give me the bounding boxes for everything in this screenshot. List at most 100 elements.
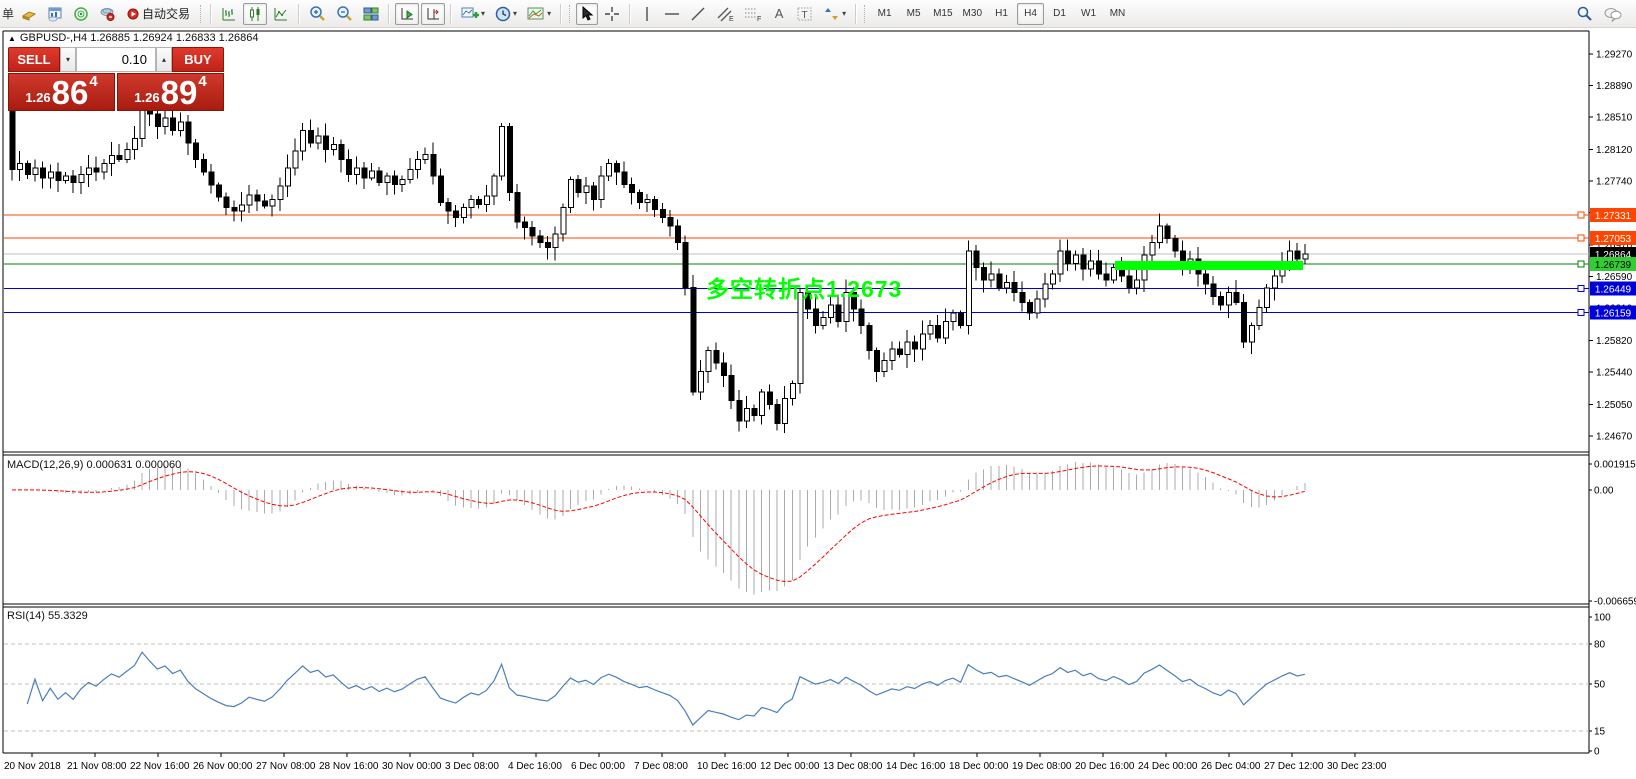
candle-body: [705, 350, 712, 372]
arrows-icon: [825, 7, 839, 20]
timeframe-m5-button[interactable]: M5: [906, 8, 921, 19]
timeframe-w1-button[interactable]: W1: [1081, 8, 1096, 19]
chart-area[interactable]: 1.29270 1.28890 1.28510 1.28120 1.27740 1.273…: [0, 28, 1636, 779]
text-label-button[interactable]: T: [792, 3, 818, 25]
macd-tick-label: 0.001915: [1594, 460, 1636, 471]
candle-body: [40, 167, 47, 179]
candle-body: [445, 202, 452, 212]
time-axis-label[interactable]: 20 Dec 16:00: [1075, 761, 1135, 772]
time-axis-label[interactable]: 7 Dec 08:00: [634, 761, 688, 772]
price-level-chip-label: 1.26159: [1595, 308, 1632, 319]
candle-body: [935, 325, 942, 339]
time-axis-label[interactable]: 10 Dec 16:00: [697, 761, 757, 772]
time-axis-label[interactable]: 20 Nov 2018: [4, 761, 61, 772]
time-axis-label[interactable]: 24 Dec 00:00: [1138, 761, 1198, 772]
chart-window-button[interactable]: [43, 3, 67, 25]
time-axis-label[interactable]: 13 Dec 08:00: [823, 761, 883, 772]
time-axis-label[interactable]: 12 Dec 00:00: [760, 761, 820, 772]
buy-button[interactable]: BUY: [172, 47, 224, 72]
volume-increase-button[interactable]: ▴: [156, 47, 172, 72]
time-axis-label[interactable]: 26 Dec 04:00: [1201, 761, 1261, 772]
crosshair-button[interactable]: [600, 3, 624, 25]
candle-body: [1080, 254, 1087, 270]
time-axis-label[interactable]: 28 Nov 16:00: [319, 761, 379, 772]
toolbar-right-group: [1571, 3, 1634, 25]
equidistant-channel-button[interactable]: E: [712, 3, 738, 25]
new-order-button[interactable]: [17, 3, 41, 25]
time-axis-label[interactable]: 4 Dec 16:00: [508, 761, 562, 772]
timeframe-m15-button[interactable]: M15: [933, 8, 953, 19]
expert-advisors-button[interactable]: [95, 3, 119, 25]
templates-button[interactable]: ▾: [523, 3, 555, 25]
candle-body: [1264, 287, 1271, 308]
time-axis-label[interactable]: 21 Nov 08:00: [67, 761, 127, 772]
auto-scroll-button[interactable]: [395, 2, 420, 25]
signal-icon: [74, 6, 88, 21]
volume-decrease-button[interactable]: ▾: [60, 47, 76, 72]
time-axis-label[interactable]: 27 Dec 12:00: [1264, 761, 1324, 772]
timeframe-mn-button[interactable]: MN: [1109, 8, 1126, 19]
chart-shift-icon: [427, 7, 440, 19]
highlight-level-bar[interactable]: [1115, 260, 1303, 270]
zoom-in-button[interactable]: [305, 3, 330, 25]
vertical-line-button[interactable]: [636, 3, 658, 25]
time-axis-label[interactable]: 14 Dec 16:00: [886, 761, 946, 772]
signals-button[interactable]: [69, 3, 93, 25]
time-axis-label[interactable]: 3 Dec 08:00: [445, 761, 499, 772]
time-axis-label[interactable]: 30 Nov 00:00: [382, 761, 442, 772]
cursor-button[interactable]: [576, 2, 599, 25]
timeframe-h1-button[interactable]: H1: [995, 8, 1008, 19]
candle-body: [193, 142, 200, 160]
rsi-line[interactable]: [26, 651, 1305, 726]
time-axis-label[interactable]: 18 Dec 00:00: [949, 761, 1009, 772]
zoom-out-button[interactable]: [332, 3, 357, 25]
fibonacci-button[interactable]: F: [740, 3, 766, 25]
candle-body: [414, 158, 421, 170]
time-axis-label[interactable]: 30 Dec 23:00: [1327, 761, 1387, 772]
time-axis-label[interactable]: 26 Nov 00:00: [193, 761, 253, 772]
text-tool-button[interactable]: A: [768, 3, 790, 25]
chart-shift-button[interactable]: [421, 2, 446, 25]
arrows-tool-button[interactable]: ▾: [820, 3, 850, 25]
macd-label: MACD(12,26,9) 0.000631 0.000060: [7, 459, 182, 471]
volume-input[interactable]: 0.10: [76, 47, 156, 72]
periods-button[interactable]: ▾: [491, 3, 521, 25]
candle-body: [621, 171, 628, 185]
candle-body: [131, 138, 138, 151]
add-indicator-button[interactable]: ▾: [457, 3, 489, 25]
time-axis-label[interactable]: 27 Nov 08:00: [256, 761, 316, 772]
buy-price-box[interactable]: 1.26 89 4: [117, 73, 224, 111]
trendline-button[interactable]: [686, 3, 710, 25]
candle-body: [47, 171, 54, 179]
timeframe-h4-button[interactable]: H4: [1017, 2, 1044, 25]
tile-windows-button[interactable]: [359, 3, 383, 25]
autotrading-button[interactable]: 自动交易: [121, 3, 196, 25]
candle-body: [476, 198, 483, 205]
timeframe-d1-button[interactable]: D1: [1053, 8, 1066, 19]
search-button[interactable]: [1572, 3, 1597, 25]
candle-body: [567, 178, 574, 209]
horizontal-line-button[interactable]: [660, 3, 684, 25]
sell-button[interactable]: SELL: [8, 47, 60, 72]
sell-price-box[interactable]: 1.26 86 4: [8, 73, 115, 111]
candle-body: [170, 117, 177, 131]
candlestick-chart-button[interactable]: [243, 2, 268, 25]
line-chart-button[interactable]: [269, 3, 293, 25]
new-order-label[interactable]: 单: [2, 7, 15, 21]
candle-body: [32, 167, 39, 175]
candle-body: [483, 195, 490, 205]
time-axis-label[interactable]: 19 Dec 08:00: [1012, 761, 1072, 772]
bar-chart-button[interactable]: [217, 3, 241, 25]
candle-body: [376, 170, 383, 184]
time-axis-label[interactable]: 6 Dec 00:00: [571, 761, 625, 772]
candle-body: [284, 167, 291, 187]
timeframe-m30-button[interactable]: M30: [962, 8, 982, 19]
chat-button[interactable]: [1599, 3, 1627, 25]
candle-body: [55, 171, 62, 181]
candle-body: [1019, 291, 1026, 303]
chart-canvas[interactable]: 1.29270 1.28890 1.28510 1.28120 1.27740 1.273…: [0, 28, 1636, 779]
candle-body: [835, 304, 842, 322]
timeframe-m1-button[interactable]: M1: [877, 8, 892, 19]
toolbar: 单 自动交易: [0, 0, 1636, 28]
time-axis-label[interactable]: 22 Nov 16:00: [130, 761, 190, 772]
